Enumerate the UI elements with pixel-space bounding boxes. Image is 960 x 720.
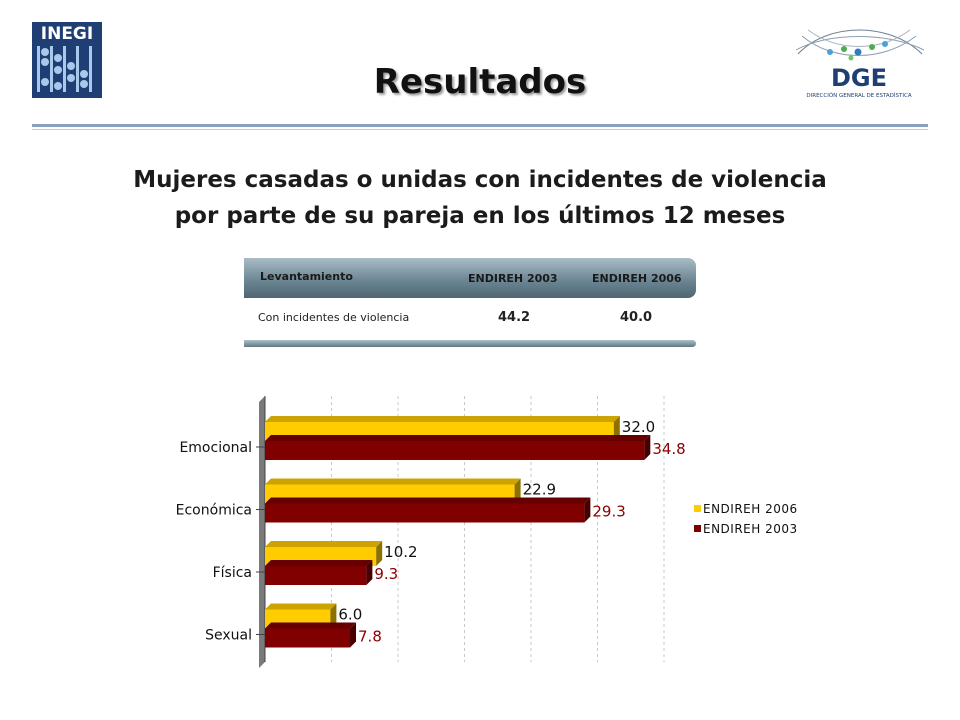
dge-logo-caption: DIRECCIÓN GENERAL DE ESTADÍSTICA: [806, 92, 911, 99]
chart-legend: ENDIREH 2006 ENDIREH 2003: [694, 502, 798, 536]
bar-endireh-2003: [265, 435, 651, 460]
dge-logo: DGE DIRECCIÓN GENERAL DE ESTADÍSTICA: [795, 29, 925, 99]
bar-endireh-2003: [265, 497, 591, 523]
header-levantamiento: Levantamiento: [260, 270, 353, 283]
header-endireh-2003: ENDIREH 2003: [468, 272, 558, 285]
data-label-2006: 6.0: [338, 606, 362, 624]
category-label: Sexual: [205, 628, 252, 644]
legend-label: ENDIREH 2006: [703, 502, 798, 516]
summary-table-header: Levantamiento ENDIREH 2003 ENDIREH 2006: [244, 258, 696, 298]
chart-axis: [256, 396, 266, 668]
value-2003: 44.2: [498, 310, 531, 325]
header-divider-thin: [32, 129, 928, 130]
subtitle-line-1: Mujeres casadas o unidas con incidentes …: [133, 167, 827, 193]
chart-labels: 32.0 34.8 Emocional 22.9 29.3 Económica 10.2 9.…: [176, 418, 686, 646]
header-endireh-2006: ENDIREH 2006: [592, 272, 682, 285]
value-2006: 40.0: [620, 310, 653, 325]
bar-endireh-2003: [265, 560, 373, 585]
legend-label: ENDIREH 2003: [703, 522, 798, 536]
bar-endireh-2003: [265, 622, 357, 648]
category-label: Económica: [176, 503, 252, 519]
legend-swatch: [694, 525, 701, 532]
data-label-2003: 29.3: [592, 503, 625, 521]
data-label-2003: 7.8: [358, 628, 382, 646]
legend-item: ENDIREH 2006: [694, 502, 798, 516]
summary-table-footer: [244, 340, 696, 347]
legend-item: ENDIREH 2003: [694, 522, 798, 536]
inegi-logo: INEGI: [32, 22, 102, 98]
chart-subtitle: Mujeres casadas o unidas con incidentes …: [0, 162, 960, 234]
chart-bars: [265, 416, 651, 648]
row-label-violencia: Con incidentes de violencia: [258, 311, 410, 324]
inegi-logo-text: INEGI: [41, 24, 93, 44]
data-label-2003: 34.8: [652, 440, 685, 458]
data-label-2006: 22.9: [523, 481, 556, 499]
category-label: Emocional: [179, 440, 252, 456]
data-label-2006: 32.0: [622, 418, 655, 436]
category-label: Física: [213, 565, 252, 581]
data-label-2006: 10.2: [384, 543, 417, 561]
page-title: Resultados: [373, 62, 587, 102]
subtitle-line-2: por parte de su pareja en los últimos 12…: [174, 203, 786, 229]
header-divider: [32, 124, 928, 127]
dge-logo-text: DGE: [831, 64, 887, 92]
data-label-2003: 9.3: [374, 565, 398, 583]
summary-table: Levantamiento ENDIREH 2003 ENDIREH 2006 …: [244, 258, 696, 348]
y-axis-wall: [259, 396, 265, 668]
legend-swatch: [694, 505, 701, 512]
